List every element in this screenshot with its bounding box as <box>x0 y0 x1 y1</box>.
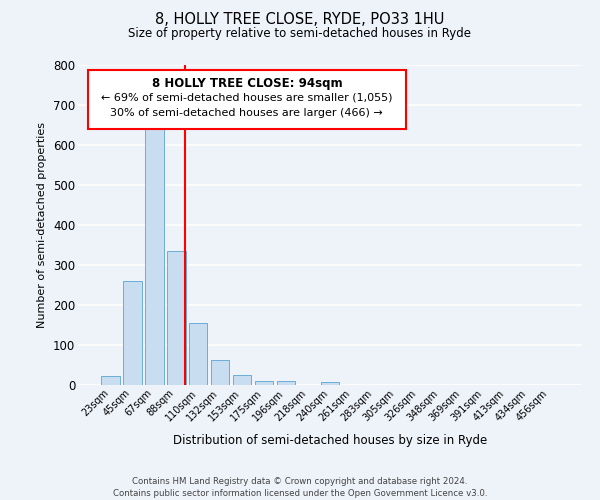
X-axis label: Distribution of semi-detached houses by size in Ryde: Distribution of semi-detached houses by … <box>173 434 487 447</box>
Bar <box>123 281 142 385</box>
Text: 8 HOLLY TREE CLOSE: 94sqm: 8 HOLLY TREE CLOSE: 94sqm <box>152 77 342 90</box>
Bar <box>211 360 229 385</box>
Bar <box>277 381 295 385</box>
Bar <box>255 381 274 385</box>
Text: Contains HM Land Registry data © Crown copyright and database right 2024.
Contai: Contains HM Land Registry data © Crown c… <box>113 476 487 498</box>
Bar <box>233 375 251 385</box>
Bar <box>145 121 164 385</box>
Bar <box>167 251 185 385</box>
Bar <box>189 323 208 385</box>
Bar <box>320 382 340 385</box>
Bar <box>101 376 119 385</box>
FancyBboxPatch shape <box>88 70 406 129</box>
Text: 8, HOLLY TREE CLOSE, RYDE, PO33 1HU: 8, HOLLY TREE CLOSE, RYDE, PO33 1HU <box>155 12 445 28</box>
Text: 30% of semi-detached houses are larger (466) →: 30% of semi-detached houses are larger (… <box>110 108 383 118</box>
Y-axis label: Number of semi-detached properties: Number of semi-detached properties <box>37 122 47 328</box>
Text: ← 69% of semi-detached houses are smaller (1,055): ← 69% of semi-detached houses are smalle… <box>101 93 392 103</box>
Text: Size of property relative to semi-detached houses in Ryde: Size of property relative to semi-detach… <box>128 28 472 40</box>
